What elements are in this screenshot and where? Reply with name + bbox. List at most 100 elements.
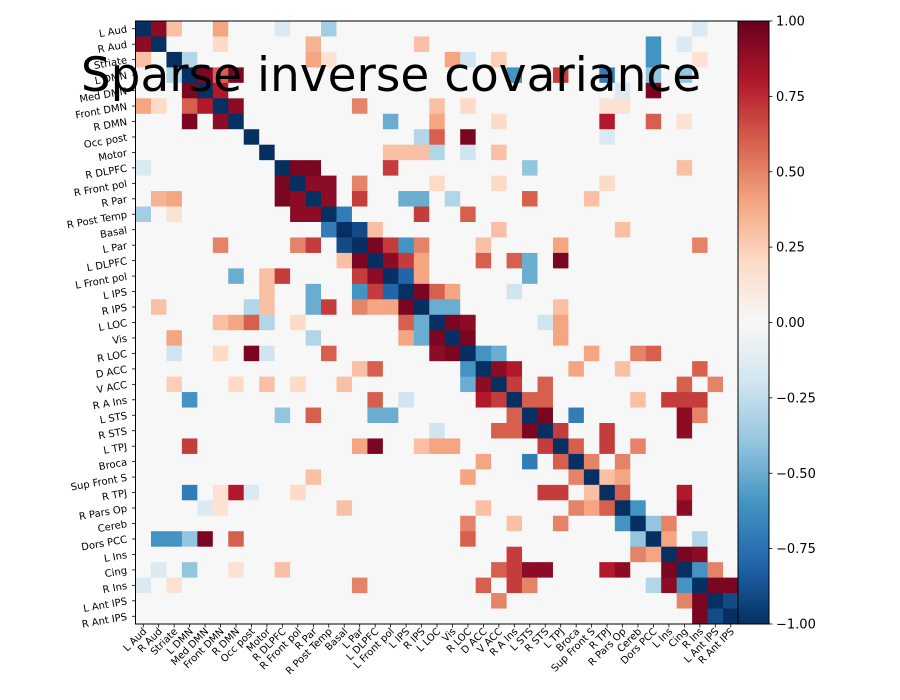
heatmap-cell	[321, 376, 337, 393]
heatmap-cell	[197, 376, 214, 393]
heatmap-cell	[676, 593, 693, 609]
heatmap-cell	[259, 484, 276, 501]
heatmap-cell	[259, 222, 276, 238]
heatmap-cell	[367, 160, 384, 177]
heatmap-cell	[243, 376, 260, 393]
heatmap-cell	[150, 546, 167, 563]
y-tick-label: R DMN	[93, 117, 128, 134]
heatmap-cell	[382, 283, 399, 300]
heatmap-cell	[135, 314, 152, 331]
heatmap-cell	[135, 484, 152, 501]
heatmap-cell	[243, 546, 260, 563]
heatmap-cell	[661, 407, 678, 424]
heatmap-cell	[475, 67, 492, 84]
heatmap-cell	[460, 546, 477, 563]
heatmap-cell	[599, 484, 616, 501]
heatmap-cell	[630, 98, 647, 115]
heatmap-cell	[413, 191, 430, 207]
heatmap-cell	[723, 98, 739, 115]
heatmap-cell	[444, 36, 461, 53]
heatmap-cell	[259, 82, 276, 99]
heatmap-cell	[243, 407, 260, 424]
heatmap-cell	[413, 36, 430, 53]
heatmap-cell	[475, 562, 492, 579]
heatmap-cell	[274, 577, 291, 594]
heatmap-cell	[645, 21, 662, 37]
heatmap-cell	[290, 283, 306, 300]
heatmap-cell	[537, 515, 554, 532]
heatmap-cell	[614, 562, 631, 579]
heatmap-cell	[522, 361, 538, 378]
heatmap-cell	[351, 546, 368, 563]
heatmap-cell	[568, 129, 585, 146]
y-tick-label: R TPJ	[101, 488, 128, 503]
heatmap-cell	[723, 160, 739, 177]
heatmap-cell	[676, 36, 693, 53]
heatmap-cell	[645, 577, 662, 594]
heatmap-cell	[568, 36, 585, 53]
heatmap-cell	[491, 283, 507, 300]
heatmap-cell	[444, 438, 461, 455]
heatmap-cell	[351, 175, 368, 192]
heatmap-cell	[614, 129, 631, 146]
heatmap-cell	[599, 113, 616, 130]
heatmap-cell	[413, 129, 430, 146]
heatmap-cell	[614, 283, 631, 300]
heatmap-cell	[568, 175, 585, 192]
heatmap-cell	[661, 82, 678, 99]
heatmap-cell	[321, 113, 337, 130]
heatmap-cell	[614, 299, 631, 316]
heatmap-cell	[367, 423, 384, 439]
heatmap-cell	[351, 129, 368, 146]
heatmap-cell	[259, 376, 276, 393]
heatmap-cell	[135, 82, 152, 99]
heatmap-cell	[336, 407, 353, 424]
heatmap-cell	[398, 113, 415, 130]
heatmap-cell	[274, 423, 291, 439]
heatmap-cell	[290, 51, 306, 68]
heatmap-cell	[398, 299, 415, 316]
heatmap-cell	[398, 283, 415, 300]
heatmap-cell	[367, 562, 384, 579]
heatmap-cell	[599, 67, 616, 84]
heatmap-cell	[676, 82, 693, 99]
heatmap-cell	[150, 577, 167, 594]
heatmap-cell	[723, 453, 739, 470]
heatmap-cell	[723, 392, 739, 408]
heatmap-cell	[305, 252, 322, 269]
heatmap-cell	[537, 361, 554, 378]
heatmap-cell	[429, 82, 446, 99]
heatmap-cell	[537, 407, 554, 424]
heatmap-cell	[305, 500, 322, 517]
heatmap-cell	[181, 299, 198, 316]
heatmap-cell	[382, 222, 399, 238]
heatmap-cell	[583, 562, 600, 579]
heatmap-cell	[135, 562, 152, 579]
heatmap-cell	[506, 577, 523, 594]
heatmap-cell	[321, 21, 337, 37]
heatmap-cell	[212, 593, 229, 609]
heatmap-cell	[723, 113, 739, 130]
heatmap-cell	[661, 113, 678, 130]
heatmap-cell	[243, 608, 260, 625]
heatmap-cell	[135, 175, 152, 192]
heatmap-cell	[522, 500, 538, 517]
heatmap-cell	[305, 608, 322, 625]
heatmap-cell	[290, 469, 306, 486]
heatmap-cell	[460, 608, 477, 625]
heatmap-cell	[676, 345, 693, 362]
heatmap-cell	[321, 160, 337, 177]
heatmap-cell	[413, 222, 430, 238]
heatmap-cell	[336, 330, 353, 347]
heatmap-cell	[321, 237, 337, 254]
heatmap-cell	[243, 283, 260, 300]
heatmap-cell	[692, 21, 708, 37]
heatmap-cell	[351, 593, 368, 609]
heatmap-cell	[692, 484, 708, 501]
heatmap-cell	[336, 453, 353, 470]
y-tick-label: Basal	[99, 225, 128, 241]
heatmap-cell	[382, 500, 399, 517]
heatmap-cell	[552, 531, 569, 548]
heatmap-cell	[259, 237, 276, 254]
heatmap-cell	[305, 484, 322, 501]
